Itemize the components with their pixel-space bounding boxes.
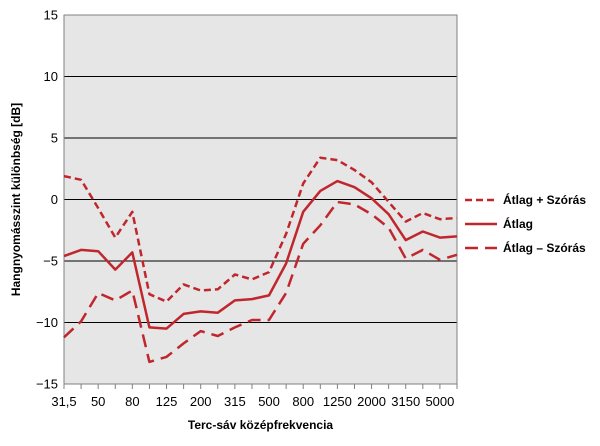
plot-border xyxy=(63,14,458,385)
series-line-1 xyxy=(63,156,458,303)
x-axis-ticks: 31,5 50 80 125 200 315 500 800 1250 2000 3150 5000 xyxy=(51,384,458,409)
series-layer xyxy=(63,156,458,364)
y-axis-title: Hangnyomásszint különbség [dB] xyxy=(9,103,23,296)
x-tick-label: 200 xyxy=(190,394,212,409)
x-tick-label: 500 xyxy=(258,394,280,409)
legend: Átlag + Szórás Átlag Átlag – Szórás xyxy=(465,192,586,255)
y-tick-label: −15 xyxy=(36,377,58,392)
legend-label: Átlag – Szórás xyxy=(503,240,586,255)
y-tick-label: 15 xyxy=(44,8,58,23)
x-tick-label: 1250 xyxy=(323,394,352,409)
x-tick-label: 31,5 xyxy=(51,394,76,409)
x-tick-label: 80 xyxy=(125,394,139,409)
y-axis-ticks: −15 −10 −5 0 5 10 15 xyxy=(36,8,58,392)
series-line-2 xyxy=(63,179,458,330)
x-tick-label: 50 xyxy=(91,394,105,409)
y-tick-label: −5 xyxy=(43,254,58,269)
x-tick-label: 125 xyxy=(156,394,178,409)
y-tick-label: 10 xyxy=(44,69,58,84)
y-tick-label: 5 xyxy=(51,131,58,146)
y-tick-label: 0 xyxy=(51,192,58,207)
y-tick-label: −10 xyxy=(36,315,58,330)
legend-label: Átlag + Szórás xyxy=(503,192,586,207)
x-tick-label: 5000 xyxy=(425,394,454,409)
x-axis-title: Terc-sáv középfrekvencia xyxy=(188,418,334,432)
series-line-3 xyxy=(63,200,458,364)
x-tick-label: 3150 xyxy=(391,394,420,409)
x-tick-label: 2000 xyxy=(357,394,386,409)
legend-label: Átlag xyxy=(503,216,533,231)
x-tick-label: 315 xyxy=(224,394,246,409)
x-tick-label: 800 xyxy=(292,394,314,409)
